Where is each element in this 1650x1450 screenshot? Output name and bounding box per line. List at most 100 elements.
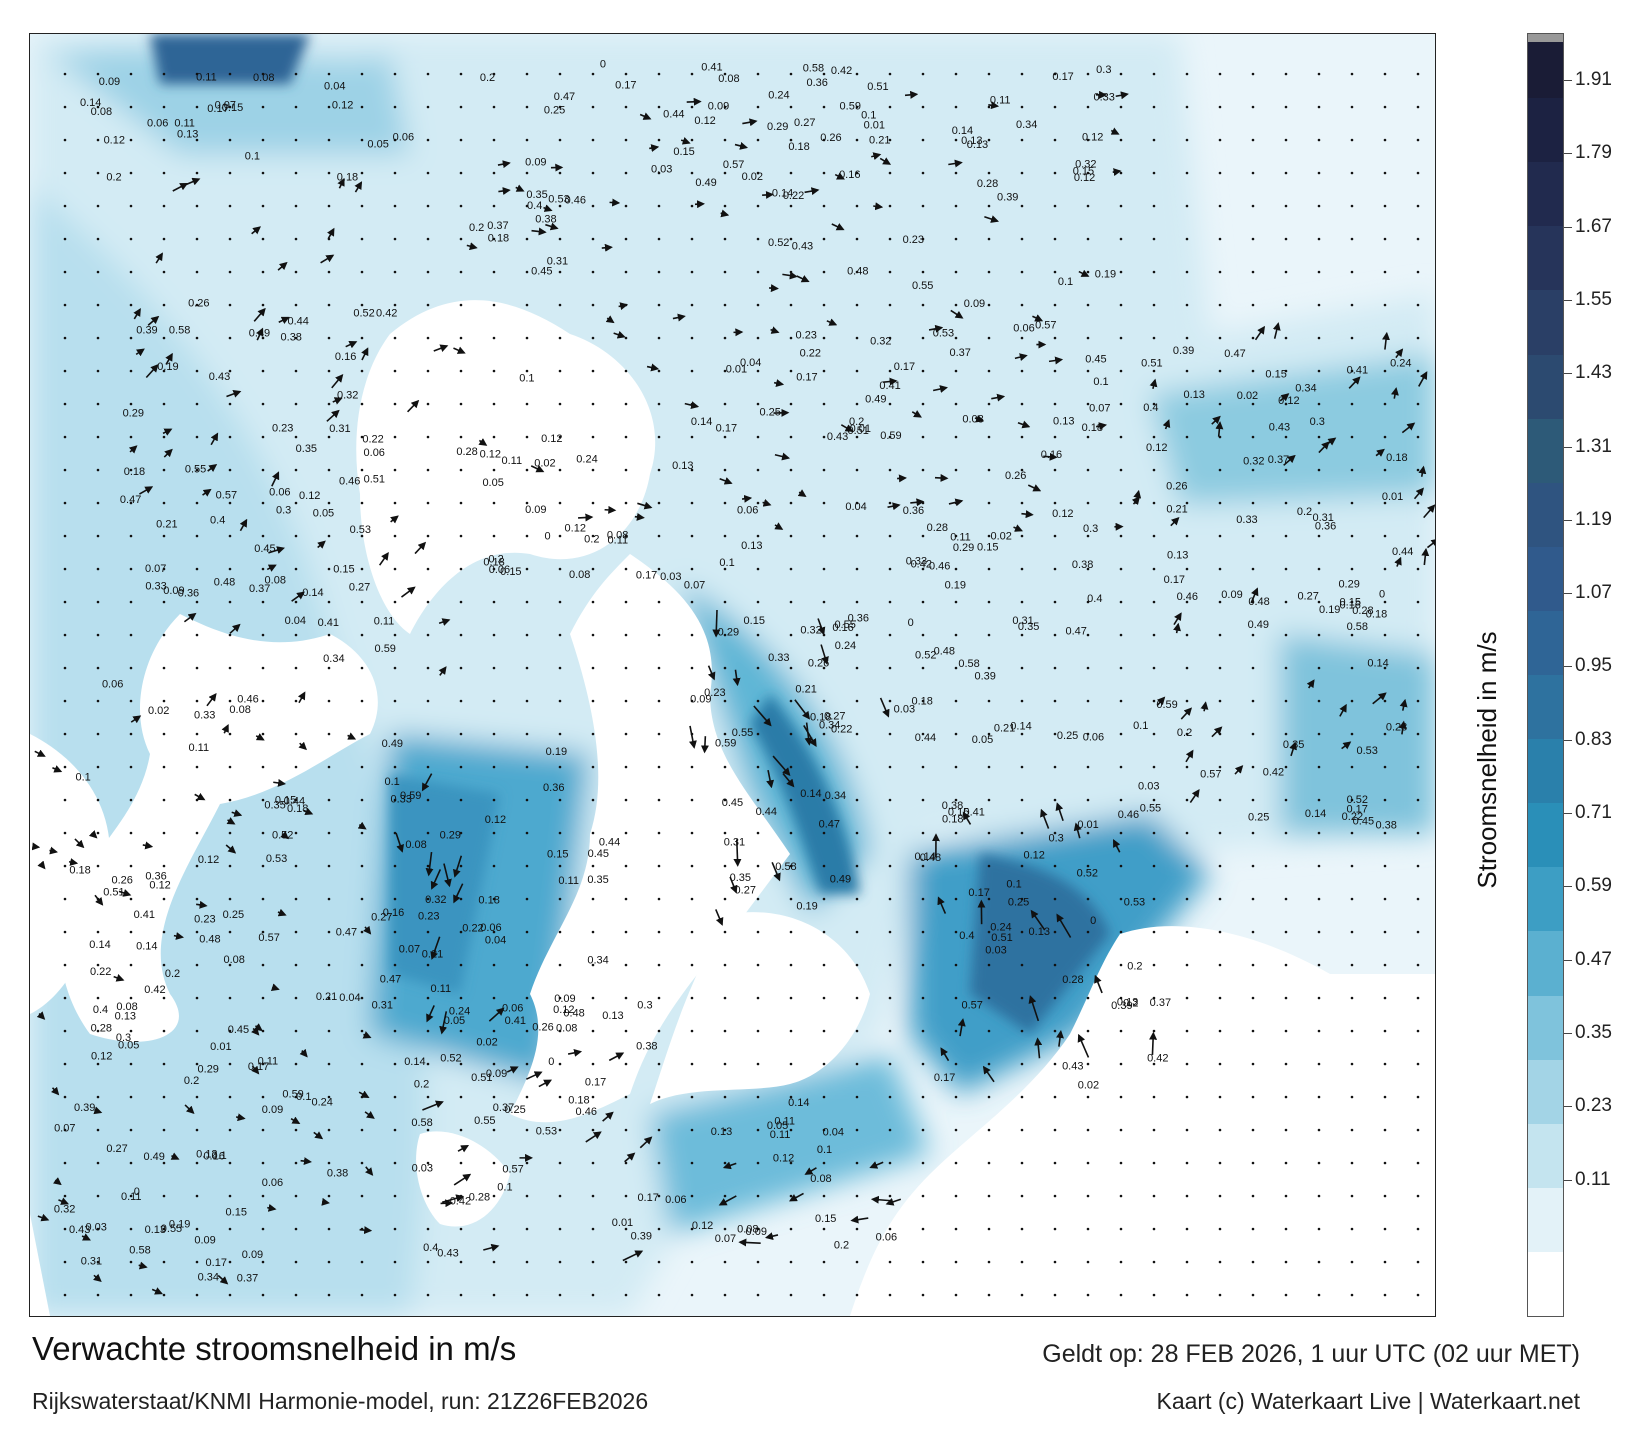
speed-value-label: 0.22: [800, 348, 821, 360]
speed-value-label: 0: [548, 1056, 554, 1068]
speed-value-label: 0.36: [145, 871, 166, 883]
speed-value-label: 0.19: [1319, 604, 1340, 616]
colorbar-tick-mark: [1564, 959, 1572, 961]
speed-value-label: 0.29: [767, 121, 788, 133]
speed-value-label: 0.17: [796, 372, 817, 384]
speed-value-label: 0.08: [223, 954, 244, 966]
speed-value-label: 0.22: [462, 922, 483, 934]
speed-value-label: 0.17: [934, 1072, 955, 1084]
speed-value-label: 0.31: [547, 256, 568, 268]
speed-value-label: 0.11: [774, 1116, 795, 1128]
speed-value-label: 0.2: [584, 533, 599, 545]
speed-value-label: 0.53: [536, 1126, 557, 1138]
speed-value-label: 0.16: [383, 907, 404, 919]
speed-value-label: 0.18: [1082, 422, 1103, 434]
speed-value-label: 0.11: [502, 455, 523, 467]
speed-value-label: 0.17: [894, 361, 915, 373]
speed-value-label: 0.2: [184, 1075, 199, 1087]
speed-value-label: 0.39: [1111, 1000, 1132, 1012]
speed-value-label: 0.02: [1078, 1079, 1099, 1091]
speed-value-label: 0.31: [81, 1255, 102, 1267]
speed-value-label: 0.18: [810, 712, 831, 724]
speed-value-label: 0.43: [437, 1248, 458, 1260]
speed-value-label: 0.53: [1356, 745, 1377, 757]
speed-value-label: 0.23: [796, 329, 817, 341]
speed-value-label: 0.58: [775, 861, 796, 873]
speed-value-label: 0.06: [665, 1194, 686, 1206]
speed-value-label: 0.16: [1339, 600, 1360, 612]
speed-value-label: 0.12: [541, 433, 562, 445]
speed-value-label: 0.11: [121, 1191, 142, 1203]
speed-value-label: 0.25: [1248, 812, 1269, 824]
speed-value-label: 0.51: [103, 887, 124, 899]
speed-value-label: 0.1: [519, 372, 534, 384]
speed-value-label: 0.07: [399, 944, 420, 956]
speed-value-label: 0.09: [1221, 589, 1242, 601]
speed-value-label: 0.35: [730, 872, 751, 884]
speed-value-label: 0.09: [163, 585, 184, 597]
colorbar-band: [1528, 1059, 1563, 1125]
speed-value-label: 0.23: [903, 234, 924, 246]
speed-value-label: 0.59: [400, 790, 421, 802]
speed-value-label: 0.45: [254, 543, 275, 555]
speed-value-label: 0.46: [237, 693, 258, 705]
speed-value-label: 0.09: [690, 693, 711, 705]
speed-value-label: 0.36: [178, 588, 199, 600]
speed-value-label: 0.07: [145, 563, 166, 575]
speed-value-label: 0.02: [148, 705, 169, 717]
speed-value-label: 0.13: [602, 1010, 623, 1022]
speed-value-label: 0.18: [69, 865, 90, 877]
speed-value-label: 0.58: [803, 63, 824, 75]
speed-value-label: 0.09: [708, 101, 729, 113]
speed-value-label: 0.05: [767, 1120, 788, 1132]
speed-value-label: 0.29: [953, 542, 974, 554]
speed-value-label: 0.41: [701, 61, 722, 73]
speed-value-label: 0.57: [502, 1163, 523, 1175]
speed-value-label: 0.28: [456, 446, 477, 458]
speed-value-label: 0.13: [711, 1126, 732, 1138]
speed-value-label: 0.2: [414, 1078, 429, 1090]
vector-grid-dots: [63, 72, 1420, 1297]
speed-value-label: 0.59: [1156, 699, 1177, 711]
speed-value-label: 0.48: [847, 266, 868, 278]
speed-value-label: 0.33: [768, 652, 789, 664]
colorbar-band: [1528, 610, 1563, 676]
speed-value-label: 0.38: [281, 331, 302, 343]
speed-value-label: 0.16: [839, 169, 860, 181]
speed-value-label: 0.08: [265, 574, 286, 586]
speed-value-label: 0.12: [1074, 172, 1095, 184]
current-speed-map[interactable]: 0.170.180.120.20.150.130.140.120.110.10.…: [30, 34, 1435, 1316]
speed-value-label: 0.17: [968, 887, 989, 899]
speed-value-label: 0.18: [478, 895, 499, 907]
speed-value-label: 0.1: [245, 151, 260, 163]
speed-value-label: 0.36: [903, 505, 924, 517]
map-area[interactable]: 0.17 0.18 0.12 0.2 0.15 0.13 0.14 0.12 0.11 0.1 0.…: [29, 33, 1436, 1317]
colorbar-tick-label: 0.83: [1575, 728, 1612, 750]
speed-value-label: 0.17: [585, 1077, 606, 1089]
speed-value-label: 0.4: [423, 1242, 438, 1254]
speed-value-label: 0.02: [990, 530, 1011, 542]
speed-value-label: 0.42: [376, 308, 397, 320]
colorbar-tick-mark: [1564, 226, 1572, 228]
speed-value-label: 0.09: [242, 1249, 263, 1261]
speed-value-label: 0.1: [1006, 878, 1021, 890]
speed-value-label: 0.18: [912, 696, 933, 708]
speed-value-label: 0.44: [1392, 546, 1413, 558]
speed-value-label: 0.21: [994, 722, 1015, 734]
speed-value-label: 0.28: [469, 1191, 490, 1203]
speed-value-label: 0.42: [1263, 767, 1284, 779]
speed-value-label: 0.26: [111, 874, 132, 886]
speed-value-label: 0.44: [915, 732, 936, 744]
speed-value-label: 0.06: [364, 447, 385, 459]
speed-value-label: 0.18: [488, 232, 509, 244]
speed-value-label: 0.44: [284, 795, 305, 807]
speed-value-label: 0.43: [69, 1224, 90, 1236]
speed-value-label: 0.53: [548, 194, 569, 206]
speed-value-label: 0.58: [169, 324, 190, 336]
speed-labels: 0.170.180.120.20.150.130.140.120.110.10.…: [54, 59, 1413, 1285]
speed-value-label: 0.27: [1297, 591, 1318, 603]
speed-value-label: 0.41: [134, 909, 155, 921]
speed-value-label: 0.31: [1012, 615, 1033, 627]
speed-value-label: 0.57: [1035, 319, 1056, 331]
speed-value-label: 0.12: [332, 99, 353, 111]
